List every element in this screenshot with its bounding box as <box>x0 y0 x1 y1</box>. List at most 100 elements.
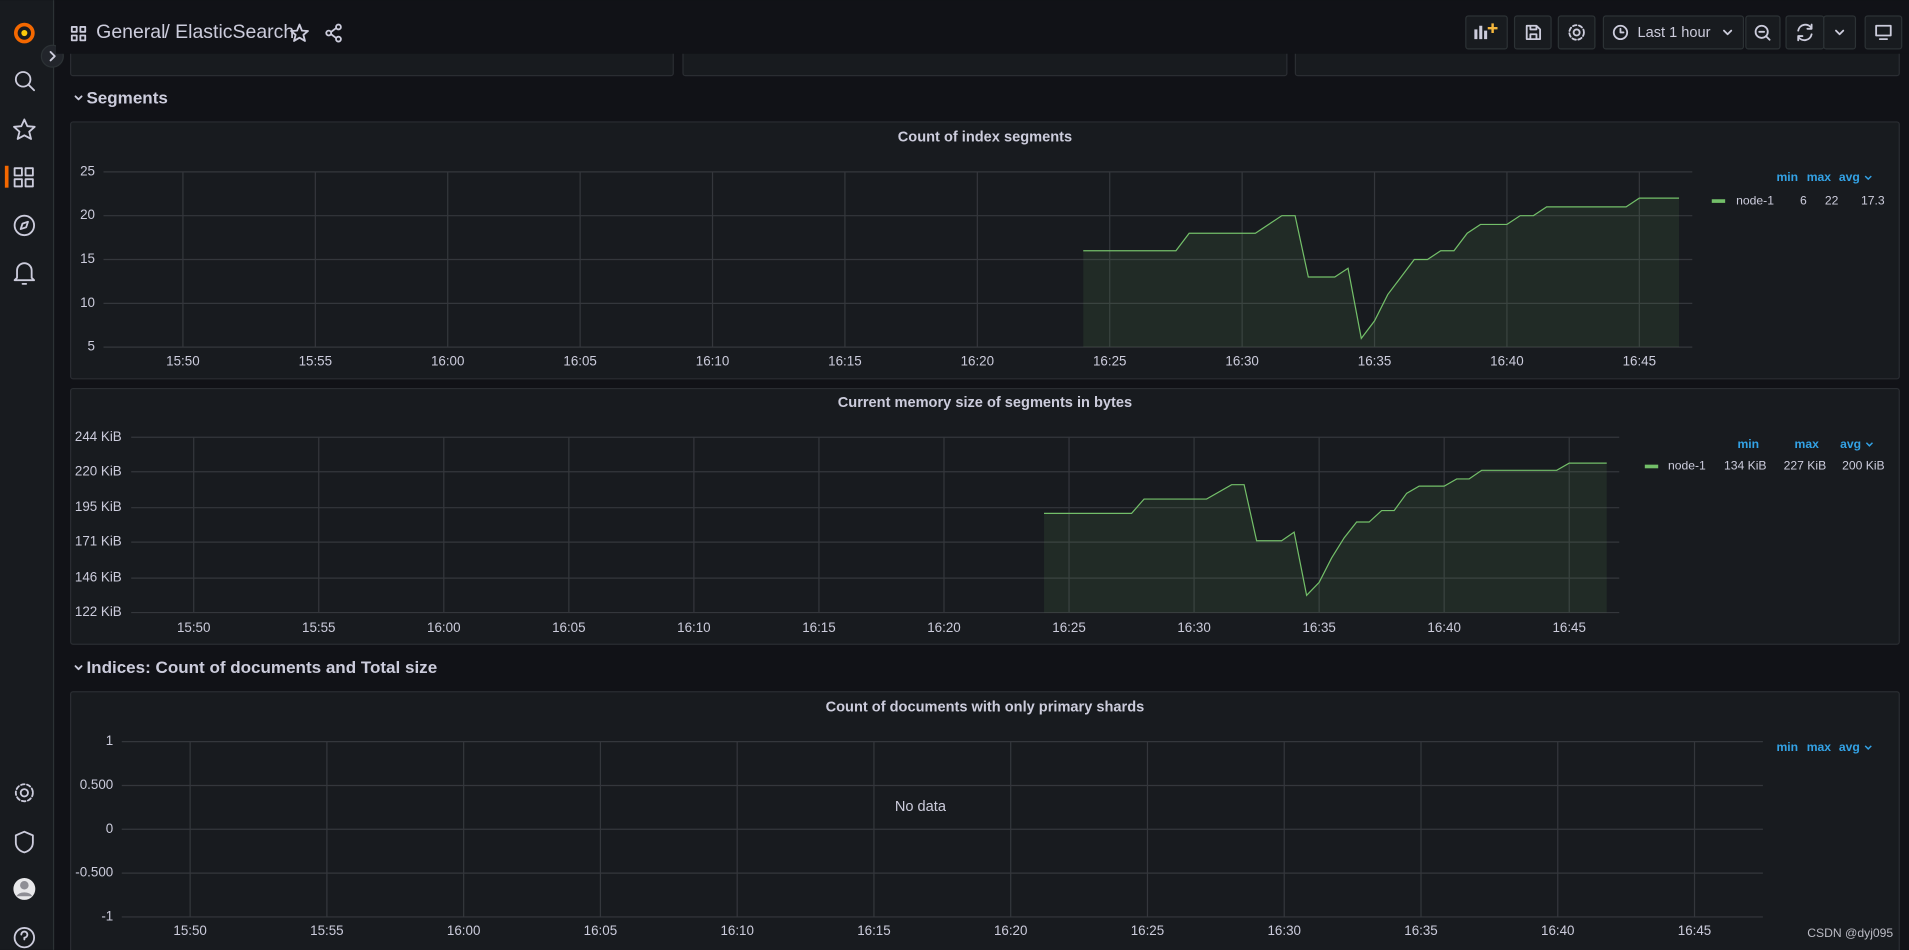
search-icon[interactable] <box>14 71 36 92</box>
y-tick-label: 10 <box>80 295 95 310</box>
star-button[interactable] <box>290 23 309 42</box>
legend-value: 6 <box>1800 193 1807 207</box>
settings-button[interactable] <box>1557 15 1596 50</box>
y-tick-label: 195 KiB <box>75 499 122 514</box>
x-tick-label: 16:40 <box>1490 353 1523 368</box>
configuration-icon[interactable] <box>14 783 34 803</box>
time-picker[interactable] <box>1602 15 1745 50</box>
legend-header: avg <box>1839 740 1860 754</box>
x-tick-label: 16:30 <box>1225 353 1258 368</box>
y-tick-label: 25 <box>80 163 95 178</box>
legend-value: 134 KiB <box>1724 459 1767 473</box>
legend-name: node-1 <box>1736 193 1774 207</box>
dashboard-grid-icon <box>70 26 87 42</box>
x-tick-label: 16:40 <box>1541 923 1574 938</box>
y-tick-label: 1 <box>106 733 113 748</box>
x-tick-label: 16:45 <box>1678 923 1711 938</box>
x-tick-label: 15:50 <box>177 620 210 635</box>
y-tick-label: 15 <box>80 251 95 266</box>
y-tick-label: 0.500 <box>80 777 113 792</box>
x-tick-label: 15:55 <box>310 923 343 938</box>
save-button[interactable] <box>1513 15 1552 50</box>
user-avatar[interactable] <box>13 877 36 900</box>
x-tick-label: 16:05 <box>563 353 596 368</box>
x-tick-label: 16:25 <box>1131 923 1164 938</box>
sort-chevron <box>1865 442 1873 447</box>
refresh-interval-button[interactable] <box>1823 15 1857 50</box>
sort-chevron <box>1864 745 1872 750</box>
x-tick-label: 16:10 <box>677 620 710 635</box>
y-tick-label: -0.500 <box>75 865 113 880</box>
panel <box>70 387 1900 645</box>
x-tick-label: 15:55 <box>302 620 335 635</box>
legend-header: avg <box>1839 170 1860 184</box>
legend-header: max <box>1807 170 1832 184</box>
panel <box>70 691 1900 950</box>
logo-core <box>21 30 28 37</box>
y-tick-label: 20 <box>80 207 95 222</box>
zoom-out-button[interactable] <box>1745 15 1781 50</box>
x-tick-label: 16:40 <box>1427 620 1460 635</box>
y-tick-label: 244 KiB <box>75 429 122 444</box>
legend-header: max <box>1795 437 1820 451</box>
x-tick-label: 16:25 <box>1093 353 1126 368</box>
y-tick-label: 220 KiB <box>75 463 122 478</box>
x-tick-label: 15:50 <box>173 923 206 938</box>
starred-icon[interactable] <box>13 118 36 140</box>
x-tick-label: 16:20 <box>994 923 1027 938</box>
alerting-icon[interactable] <box>13 262 36 285</box>
share-button[interactable] <box>325 23 342 43</box>
legend-header: avg <box>1840 437 1861 451</box>
add-panel-button[interactable] <box>1465 15 1508 50</box>
x-tick-label: 16:10 <box>720 923 753 938</box>
legend-header: min <box>1776 170 1798 184</box>
legend-value: 22 <box>1825 193 1839 207</box>
section-chevron[interactable] <box>74 665 83 671</box>
sort-chevron <box>1864 175 1872 181</box>
x-tick-label: 16:20 <box>961 353 994 368</box>
y-tick-label: 122 KiB <box>75 604 122 619</box>
y-tick-label: 5 <box>88 339 95 354</box>
y-tick-label: -1 <box>101 908 113 923</box>
active-indicator <box>4 165 9 188</box>
x-tick-label: 16:45 <box>1623 353 1656 368</box>
admin-icon[interactable] <box>14 830 34 854</box>
section-title[interactable]: Indices: Count of documents and Total si… <box>86 658 437 677</box>
sidebar <box>0 0 54 950</box>
x-tick-label: 16:15 <box>802 620 835 635</box>
grafana-logo[interactable] <box>14 22 35 44</box>
x-tick-label: 16:45 <box>1552 620 1585 635</box>
section-chevron[interactable] <box>74 95 83 101</box>
x-tick-label: 16:00 <box>447 923 480 938</box>
area <box>1083 198 1680 348</box>
watermark: CSDN @dyj095 <box>1807 926 1893 940</box>
breadcrumb-folder[interactable]: General <box>96 21 165 43</box>
dashboards-icon[interactable] <box>13 167 34 188</box>
legend-header: min <box>1776 740 1798 754</box>
area <box>1044 463 1607 613</box>
x-tick-label: 16:25 <box>1052 620 1085 635</box>
x-tick-label: 16:15 <box>828 353 861 368</box>
x-tick-label: 16:00 <box>427 620 460 635</box>
breadcrumb-dashboard[interactable]: / ElasticSearch <box>164 21 294 43</box>
tv-mode-button[interactable] <box>1864 15 1903 50</box>
y-tick-label: 0 <box>106 821 113 836</box>
x-tick-label: 16:30 <box>1177 620 1210 635</box>
legend-value: 227 KiB <box>1784 459 1827 473</box>
x-tick-label: 16:35 <box>1358 353 1391 368</box>
help-icon[interactable] <box>13 926 36 949</box>
series-line <box>1044 462 1607 597</box>
section-title[interactable]: Segments <box>86 88 167 107</box>
legend-value: 200 KiB <box>1842 459 1885 473</box>
no-data-message: No data <box>895 799 947 815</box>
x-tick-label: 16:20 <box>927 620 960 635</box>
refresh-button[interactable] <box>1785 15 1825 50</box>
legend-name: node-1 <box>1668 459 1706 473</box>
explore-icon[interactable] <box>13 214 36 237</box>
y-tick-label: 171 KiB <box>75 534 122 549</box>
x-tick-label: 15:55 <box>299 353 332 368</box>
x-tick-label: 16:35 <box>1404 923 1437 938</box>
